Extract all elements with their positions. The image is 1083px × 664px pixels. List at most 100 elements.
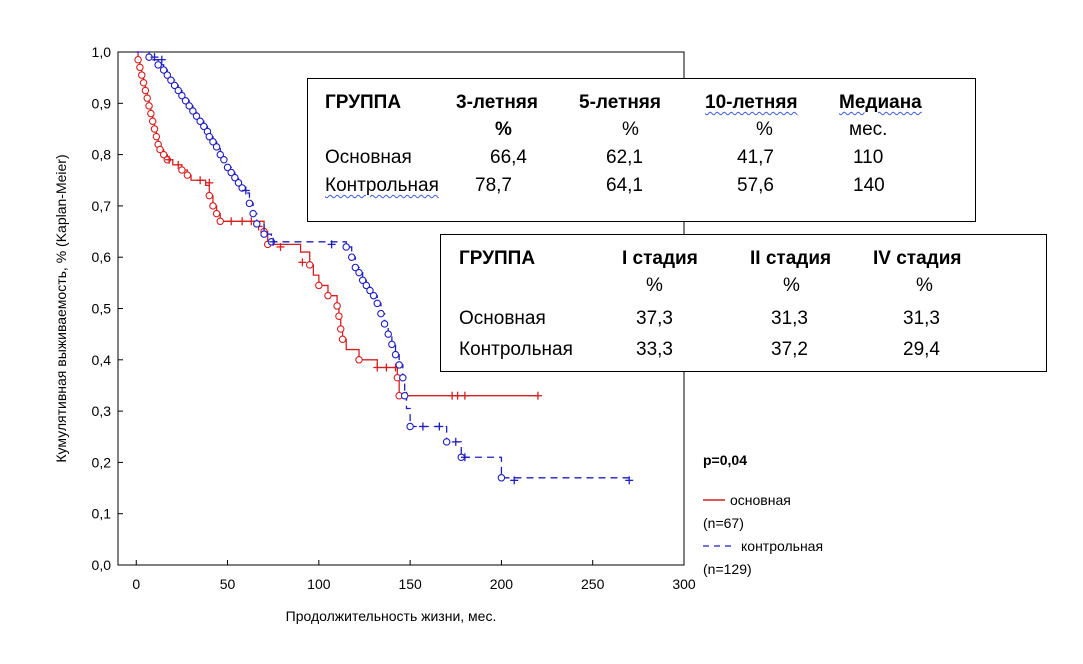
y-tick-label: 0,1	[92, 506, 112, 522]
event-point-ctrl	[355, 268, 363, 277]
event-point-ctrl	[497, 474, 506, 482]
event-point-main	[139, 79, 148, 87]
t1-sub-3yr: %	[495, 119, 512, 140]
event-point-ctrl	[391, 350, 400, 359]
t1-row-ctrl-3yr: 78,7	[475, 175, 512, 196]
event-point-ctrl	[209, 138, 217, 146]
event-point-ctrl	[154, 61, 162, 69]
t1-row-main-5yr: 62,1	[606, 147, 643, 168]
t1-row-ctrl-5yr: 64,1	[606, 175, 643, 196]
t2-header-stage4: IV стадия	[873, 248, 962, 269]
event-point-ctrl	[220, 155, 228, 164]
x-tick-label: 50	[220, 576, 236, 592]
x-tick-label: 250	[581, 576, 605, 592]
t1-row-main-10yr: 41,7	[737, 147, 774, 168]
t2-row-main-label: Основная	[459, 308, 546, 329]
event-point-main	[305, 261, 314, 269]
t1-header-10yr: 10-летняя	[705, 92, 798, 113]
event-point-main	[338, 335, 347, 344]
event-point-ctrl	[178, 91, 186, 100]
survival-table-box	[307, 78, 976, 222]
event-point-ctrl	[373, 299, 382, 308]
y-tick-label: 0,9	[92, 95, 112, 111]
event-point-ctrl	[163, 71, 172, 79]
t1-row-main-median: 110	[853, 147, 884, 168]
event-point-main	[355, 356, 363, 364]
t2-row-ctrl-label: Контрольная	[459, 339, 573, 360]
event-point-ctrl	[189, 107, 197, 115]
t1-sub-5yr: %	[622, 119, 639, 140]
event-point-ctrl	[170, 81, 179, 90]
event-point-main	[336, 325, 345, 333]
t2-row-ctrl-stage4: 29,4	[903, 339, 940, 360]
legend-n-ctrl: (n=129)	[703, 561, 752, 577]
legend-label-main: основная	[730, 492, 791, 508]
event-point-ctrl	[400, 391, 409, 400]
event-point-main	[216, 217, 224, 226]
event-point-ctrl	[192, 112, 201, 120]
event-point-ctrl	[399, 374, 407, 382]
t1-row-ctrl-10yr: 57,6	[737, 175, 774, 196]
event-point-ctrl	[174, 86, 183, 95]
t2-header-stage2: II стадия	[750, 248, 832, 269]
event-point-main	[141, 86, 150, 95]
event-point-ctrl	[185, 102, 193, 110]
x-axis: 0 50 100 150 200 250 300	[132, 560, 696, 592]
event-point-main	[335, 312, 343, 320]
event-point-ctrl	[200, 122, 208, 131]
event-point-main	[315, 281, 323, 290]
y-tick-label: 0,6	[92, 249, 112, 265]
event-point-main	[333, 302, 341, 310]
event-point-ctrl	[366, 286, 374, 295]
event-point-ctrl	[347, 253, 356, 261]
stage-table-box	[440, 234, 1047, 372]
event-point-ctrl	[249, 209, 257, 218]
event-point-main	[145, 102, 153, 110]
event-point-ctrl	[245, 199, 254, 208]
t2-sub-stage4: %	[916, 275, 933, 296]
event-point-ctrl	[234, 179, 243, 187]
y-tick-label: 0,4	[92, 352, 112, 368]
event-point-main	[159, 150, 168, 159]
event-point-ctrl	[395, 361, 403, 369]
y-tick-label: 0,0	[92, 557, 112, 573]
x-axis-label: Продолжительность жизни, мес.	[286, 608, 497, 624]
y-tick-label: 0,7	[92, 198, 112, 214]
event-point-main	[143, 94, 151, 102]
t2-row-main-stage2: 31,3	[771, 308, 808, 329]
t1-row-main-label: Основная	[325, 147, 412, 168]
t1-header-median: Медиана	[839, 92, 922, 113]
t2-sub-stage2: %	[783, 275, 800, 296]
t2-sub-stage1: %	[646, 275, 663, 296]
event-point-ctrl	[231, 173, 239, 182]
event-point-ctrl	[351, 263, 360, 272]
event-point-ctrl	[181, 96, 190, 105]
event-point-main	[324, 291, 332, 300]
event-point-main	[212, 209, 221, 218]
y-tick-label: 1,0	[92, 44, 112, 60]
x-tick-label: 200	[490, 576, 514, 592]
t2-row-ctrl-stage1: 33,3	[636, 339, 673, 360]
t1-header-5yr: 5-летняя	[579, 92, 661, 113]
t1-header-3yr: 3-летняя	[456, 92, 538, 113]
y-tick-label: 0,3	[92, 403, 112, 419]
t1-sub-10yr: %	[756, 119, 773, 140]
event-point-main	[205, 191, 214, 200]
event-point-ctrl	[216, 150, 224, 159]
event-point-ctrl	[223, 163, 232, 172]
event-point-main	[148, 117, 157, 126]
event-point-main	[209, 202, 217, 210]
y-axis-label: Кумулятивная выживаемость, % (Kaplan-Mei…	[53, 154, 69, 462]
event-point-main	[137, 71, 146, 79]
y-tick-label: 0,5	[92, 301, 112, 317]
t2-row-ctrl-stage2: 37,2	[771, 339, 808, 360]
event-point-main	[134, 55, 142, 64]
event-point-main	[150, 125, 159, 133]
t1-sub-median: мес.	[849, 119, 888, 140]
event-point-ctrl	[205, 132, 214, 141]
event-point-ctrl	[442, 438, 451, 446]
t1-header-group: ГРУППА	[325, 92, 402, 113]
event-point-ctrl	[253, 220, 261, 228]
event-point-ctrl	[196, 117, 204, 126]
